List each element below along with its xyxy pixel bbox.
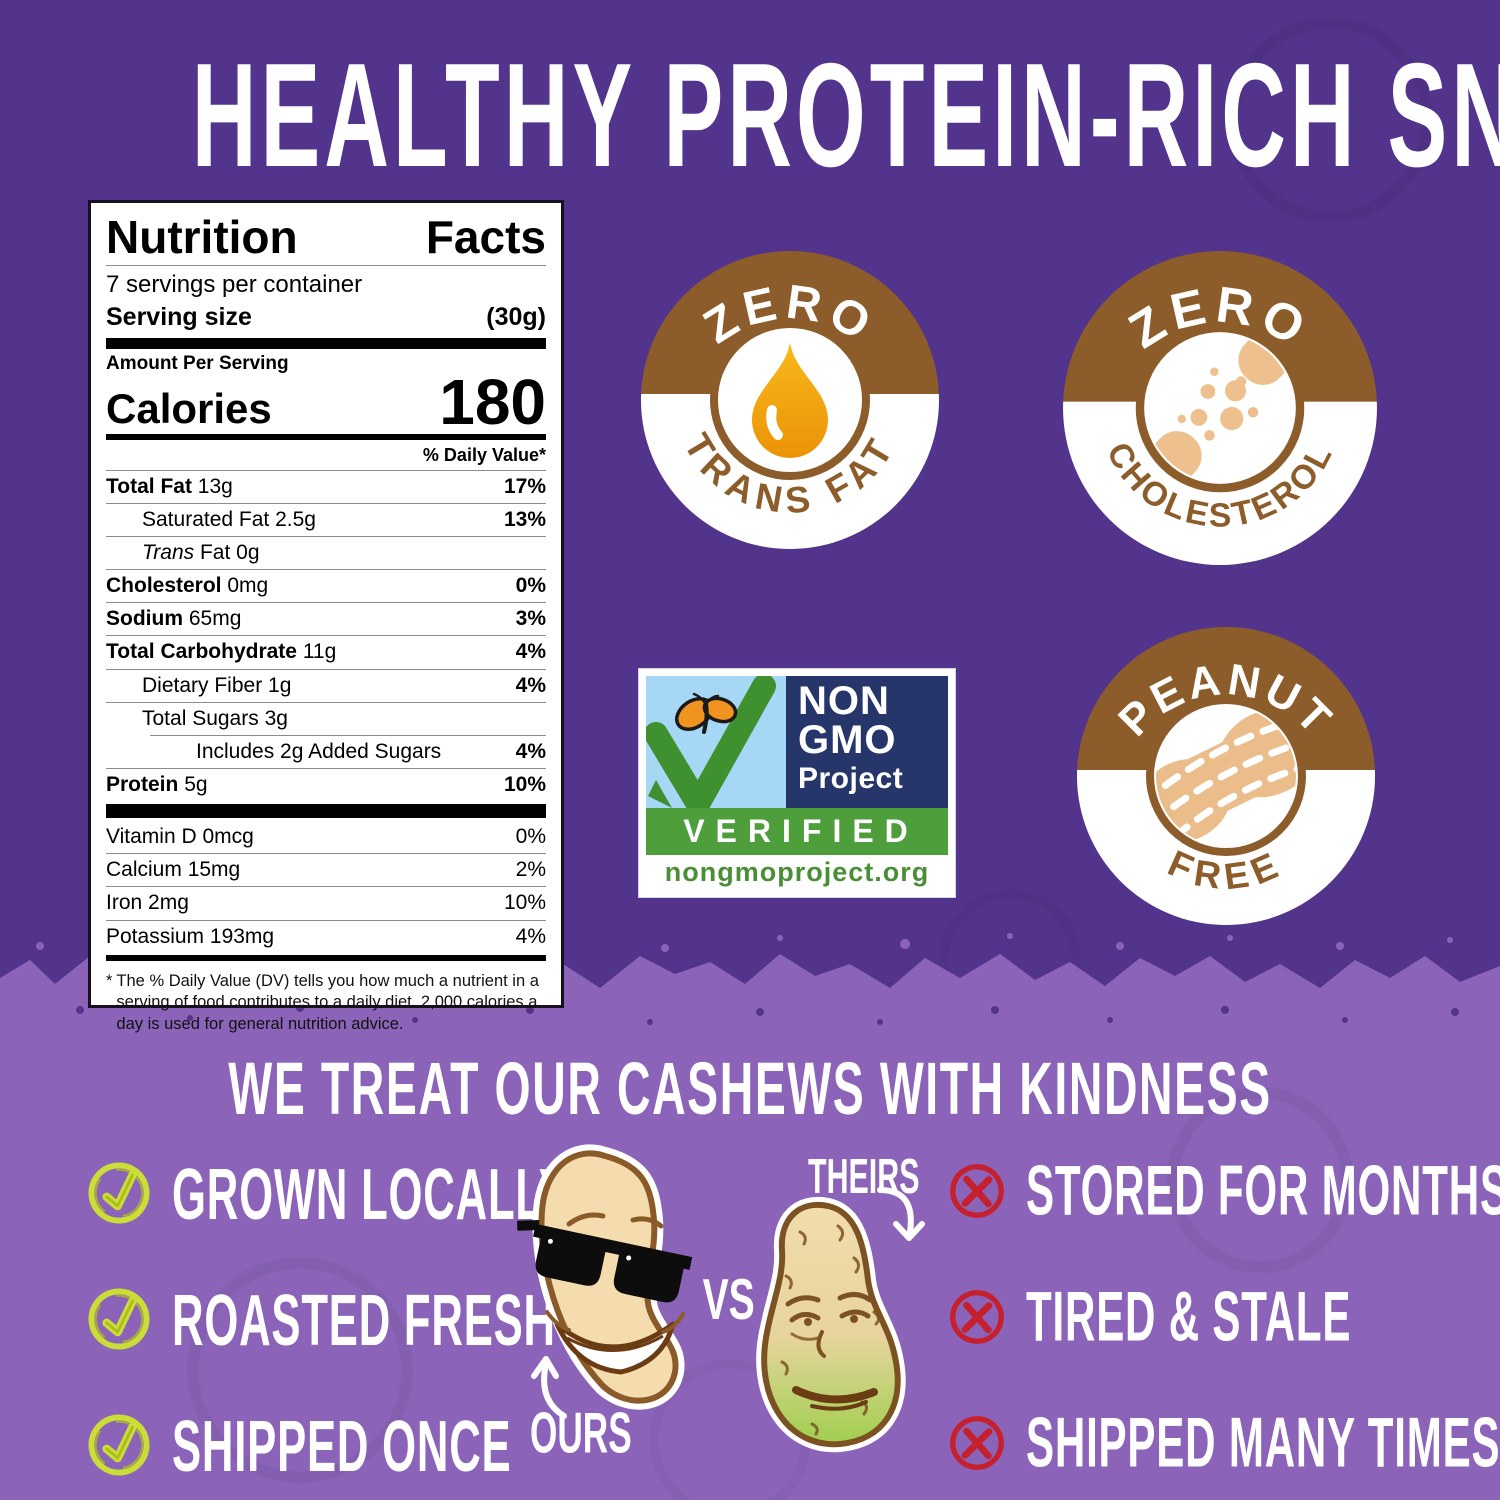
vs-label: VS bbox=[702, 1266, 755, 1332]
nutrient-row-cholesterol: Cholesterol 0mg 0% bbox=[106, 569, 546, 602]
oil-droplet-icon bbox=[752, 342, 828, 458]
kindness-heading: WE TREAT OUR CASHEWS WITH KINDNESS bbox=[228, 1047, 1272, 1131]
daily-value-footnote: * The % Daily Value (DV) tells you how m… bbox=[106, 971, 539, 1033]
calories-label: Calories bbox=[106, 384, 272, 432]
nutrient-row-added-sugars: Includes 2g Added Sugars 4% bbox=[150, 734, 546, 768]
servings-per-container: 7 servings per container bbox=[106, 271, 363, 299]
nutrient-row-dietary-fiber: Dietary Fiber 1g 4% bbox=[106, 668, 546, 702]
amount-per-serving: Amount Per Serving bbox=[106, 353, 289, 375]
nutrient-row-trans-fat: Trans Fat 0g bbox=[106, 535, 546, 569]
vitamin-row-calcium: Calcium 15mg 2% bbox=[106, 853, 546, 886]
daily-value-header: % Daily Value* bbox=[422, 444, 546, 465]
con-item-shipped-many-times: SHIPPED MANY TIMES bbox=[946, 1404, 1500, 1482]
nutrient-row-protein: Protein 5g 10% bbox=[106, 767, 546, 801]
cross-circle-icon bbox=[950, 1416, 1004, 1470]
nutrition-facts-label: Nutrition Facts 7 servings per container… bbox=[88, 200, 564, 1033]
nutrition-facts-title: Nutrition Facts bbox=[106, 211, 546, 263]
peanut-free-badge: PEANUT FREE bbox=[1077, 627, 1375, 925]
zero-trans-fat-badge: ZERO TRANS FAT bbox=[641, 251, 939, 549]
butterfly bbox=[674, 692, 738, 734]
pro-item-shipped-once: SHIPPED ONCE bbox=[84, 1404, 607, 1486]
nutrient-row-sodium: Sodium 65mg 3% bbox=[106, 602, 546, 635]
butterfly-checkmark-icon bbox=[646, 676, 786, 808]
ours-arrow-icon bbox=[531, 1356, 567, 1419]
bottom-background bbox=[0, 1040, 1500, 1500]
serving-size-label: Serving size bbox=[106, 303, 252, 332]
pro-item-grown-locally: GROWN LOCALLY bbox=[84, 1152, 681, 1234]
zero-cholesterol-badge: ZERO CHOLESTEROL bbox=[1063, 251, 1377, 565]
serving-size-value: (30g) bbox=[486, 303, 546, 332]
vitamin-row-iron: Iron 2mg 10% bbox=[106, 886, 546, 919]
check-circle-icon bbox=[88, 1414, 150, 1476]
peanut-icon bbox=[1156, 709, 1296, 843]
non-gmo-verified-badge: NON GMO Project VERIFIED nongmoproject.o… bbox=[638, 668, 956, 898]
nongmo-line3: Project bbox=[798, 762, 904, 796]
check-circle-icon bbox=[88, 1288, 150, 1350]
con-item-tired-and-stale: TIRED & STALE bbox=[946, 1278, 1443, 1356]
happy-cashew-illustration bbox=[517, 1144, 693, 1410]
ours-label: OURS bbox=[530, 1402, 632, 1466]
con-item-stored-for-months: STORED FOR MONTHS bbox=[946, 1152, 1500, 1230]
sunglasses bbox=[517, 1219, 693, 1303]
vitamin-row-potassium: Potassium 193mg 4% bbox=[106, 919, 546, 953]
nutrient-row-total-fat: Total Fat 13g 17% bbox=[106, 469, 546, 503]
nongmo-url: nongmoproject.org bbox=[664, 856, 930, 887]
nongmo-verified-band: VERIFIED bbox=[646, 808, 948, 855]
nongmo-line1: NON bbox=[798, 679, 890, 723]
cross-circle-icon bbox=[950, 1164, 1004, 1218]
sad-cashew-illustration bbox=[756, 1196, 906, 1453]
cross-circle-icon bbox=[950, 1290, 1004, 1344]
vitamin-row-vitamin-d: Vitamin D 0mcg 0% bbox=[106, 825, 546, 849]
theirs-arrow-icon bbox=[877, 1187, 925, 1241]
check-circle-icon bbox=[88, 1162, 150, 1224]
calories-value: 180 bbox=[439, 366, 546, 439]
pro-item-roasted-fresh: ROASTED FRESH bbox=[84, 1278, 664, 1360]
calories-row: Calories 180 bbox=[106, 366, 546, 439]
nongmo-line2: GMO bbox=[798, 718, 897, 763]
nutrient-row-total-sugars: Total Sugars 3g bbox=[106, 701, 546, 735]
nutrient-row-total-carbohydrate: Total Carbohydrate 11g 4% bbox=[106, 635, 546, 668]
page-title: HEALTHY PROTEIN-RICH SNACK bbox=[191, 32, 1500, 198]
nutrient-row-saturated-fat: Saturated Fat 2.5g 13% bbox=[106, 502, 546, 536]
serving-size-row: Serving size (30g) bbox=[106, 301, 546, 338]
